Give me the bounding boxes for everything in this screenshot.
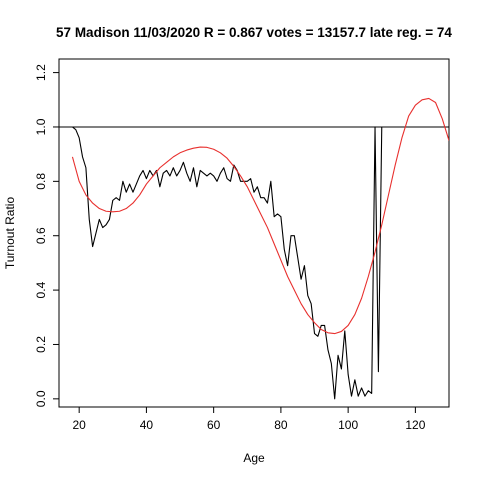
x-tick-label: 120 xyxy=(405,418,425,432)
x-tick-label: 40 xyxy=(140,418,154,432)
plot-frame xyxy=(58,58,450,408)
y-tick-label: 0.6 xyxy=(34,227,48,244)
y-tick-label: 0.0 xyxy=(34,390,48,407)
plot-area xyxy=(59,97,449,400)
y-tick-label: 0.4 xyxy=(34,281,48,298)
x-axis-label: Age xyxy=(243,451,265,465)
x-axis: 20 40 60 80 100 120 xyxy=(72,407,426,432)
fitted-series-line xyxy=(71,97,449,335)
x-tick-label: 80 xyxy=(274,418,288,432)
y-tick-label: 0.8 xyxy=(34,173,48,190)
y-tick-label: 1.0 xyxy=(34,118,48,135)
chart-title: 57 Madison 11/03/2020 R = 0.867 votes = … xyxy=(56,25,452,40)
x-tick-label: 60 xyxy=(207,418,221,432)
x-tick-label: 100 xyxy=(338,418,358,432)
x-tick-label: 20 xyxy=(72,418,86,432)
y-axis: 0.0 0.2 0.4 0.6 0.8 1.0 1.2 xyxy=(34,64,59,407)
observed-series-line xyxy=(72,126,383,400)
y-axis-label: Turnout Ratio xyxy=(3,197,17,270)
y-tick-label: 0.2 xyxy=(34,336,48,353)
y-tick-label: 1.2 xyxy=(34,64,48,81)
